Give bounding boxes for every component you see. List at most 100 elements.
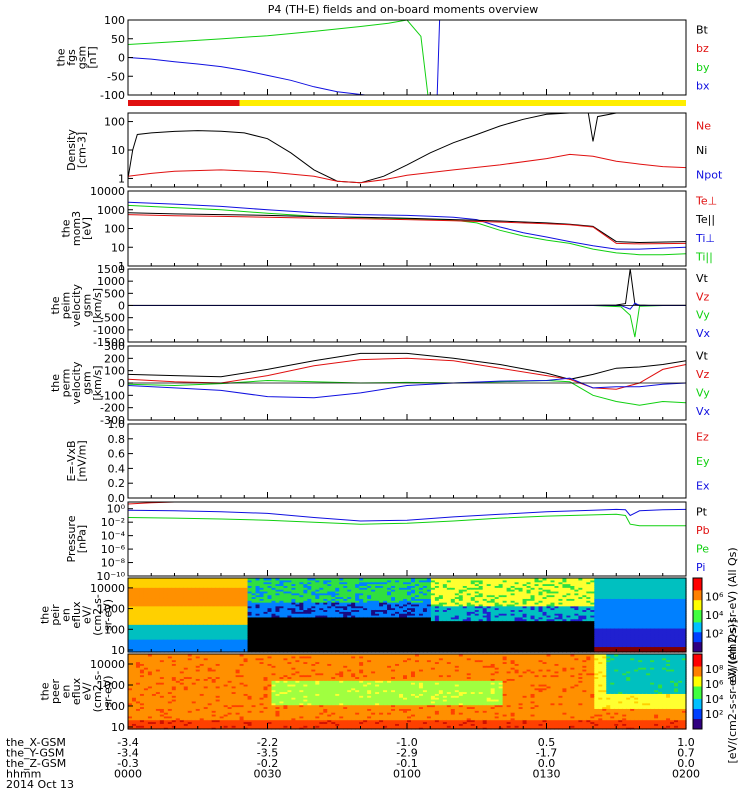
peir-cell	[359, 618, 364, 622]
peir-cell	[327, 635, 332, 638]
peir-cell	[179, 602, 185, 605]
peir-cell	[243, 602, 249, 605]
peir-cell	[434, 592, 440, 596]
peir-cell	[410, 600, 416, 603]
peir-cell	[359, 605, 364, 609]
peir-cell	[339, 644, 344, 648]
peir-cell	[510, 616, 516, 620]
peir-cell	[195, 594, 201, 598]
peir-cell	[183, 615, 189, 618]
peir-cell	[371, 650, 376, 653]
peir-cell	[430, 598, 436, 601]
peir-cell	[243, 600, 249, 603]
peir-cell	[554, 635, 560, 638]
peir-cell	[263, 626, 269, 629]
peir-cell	[319, 611, 324, 614]
peir-cell	[514, 620, 520, 623]
peir-cell	[375, 589, 380, 592]
peir-cell	[223, 640, 229, 644]
peir-cell	[474, 611, 480, 614]
peir-cell	[215, 594, 221, 598]
peir-cell	[319, 631, 324, 635]
peir-cell	[522, 581, 528, 585]
peir-cell	[243, 585, 249, 588]
peir-cell	[311, 594, 316, 598]
peir-cell	[219, 578, 225, 581]
peir-cell	[582, 631, 587, 635]
peir-cell	[167, 648, 173, 651]
peir-cell	[339, 624, 344, 627]
peir-cell	[295, 609, 300, 612]
peir-cell	[195, 600, 201, 603]
peir-cell	[255, 637, 261, 640]
peir-cell	[203, 648, 209, 651]
peir-cell	[231, 622, 237, 625]
peir-cell	[291, 583, 296, 586]
peir-cell	[522, 594, 528, 598]
peir-cell	[407, 633, 412, 636]
peir-cell	[426, 633, 432, 636]
peir-cell	[343, 642, 348, 646]
peir-cell	[259, 605, 265, 609]
peir-cell	[498, 602, 504, 605]
peir-cell	[383, 581, 388, 585]
peir-cell	[486, 648, 492, 651]
peir-cell	[211, 648, 217, 651]
peir-cell	[426, 622, 432, 625]
peir-cell	[323, 581, 328, 585]
peir-cell	[410, 605, 416, 609]
peir-cell	[235, 589, 241, 592]
peir-cell	[542, 615, 548, 618]
peir-cell	[498, 592, 504, 596]
peir-cell	[319, 640, 324, 644]
peir-cell	[434, 609, 440, 612]
peir-cell	[231, 644, 237, 648]
peir-cell	[462, 646, 468, 649]
peir-cell	[139, 642, 145, 646]
peir-cell	[191, 590, 197, 594]
peir-cell	[135, 603, 141, 607]
peir-cell	[151, 589, 157, 592]
peir-cell	[574, 589, 579, 592]
peir-cell	[131, 639, 137, 642]
peir-cell	[446, 607, 452, 611]
peir-cell	[227, 587, 233, 590]
peir-cell	[283, 624, 289, 627]
peir-cell	[462, 578, 468, 581]
peir-cell	[542, 642, 548, 646]
peir-cell	[582, 627, 587, 631]
peir-cell	[578, 585, 583, 588]
peir-cell	[407, 624, 412, 627]
peir-cell	[430, 589, 436, 592]
peir-cell	[538, 648, 544, 651]
peir-cell	[131, 598, 137, 601]
peir-cell	[343, 607, 348, 611]
peir-cell	[399, 607, 404, 611]
peir-cell	[486, 640, 492, 644]
peir-cell	[211, 602, 217, 605]
peir-cell	[367, 624, 372, 627]
peir-cell	[387, 598, 392, 601]
peir-cell	[267, 594, 273, 598]
peir-cell	[506, 585, 512, 588]
peir-cell	[474, 594, 480, 598]
peir-cell	[430, 631, 436, 635]
peir-cell	[287, 589, 293, 592]
peir-cell	[131, 637, 137, 640]
peir-cell	[426, 585, 432, 588]
peir-cell	[259, 609, 265, 612]
peir-cell	[438, 590, 444, 594]
peir-cell	[231, 602, 237, 605]
peir-cell	[231, 578, 237, 581]
peir-cell	[211, 603, 217, 607]
peir-cell	[407, 583, 412, 586]
peir-cell	[534, 624, 540, 627]
peir-cell	[526, 581, 532, 585]
peir-cell	[139, 602, 145, 605]
peir-cell	[430, 607, 436, 611]
peir-cell	[578, 609, 583, 612]
peir-cell	[223, 639, 229, 642]
peir-cell	[391, 600, 396, 603]
peir-cell	[399, 646, 404, 649]
peir-cell	[339, 590, 344, 594]
